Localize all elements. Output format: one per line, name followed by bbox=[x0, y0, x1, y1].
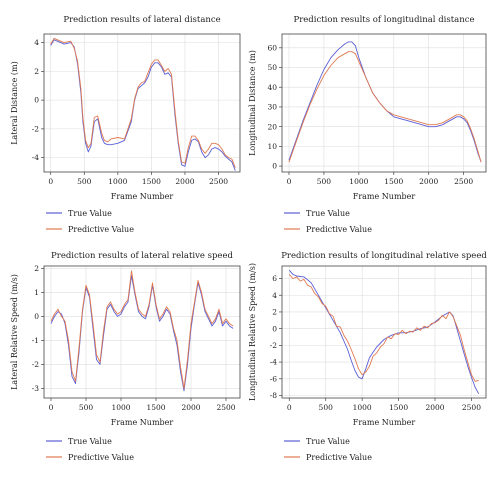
plot-area bbox=[44, 266, 240, 398]
y-tick-label: -2 bbox=[270, 341, 278, 350]
chart-panel-4: 0 500 1000 1500 2000 2500 -8 -6 -4 -2 0 2 4 6 Predicti… bbox=[248, 251, 487, 462]
x-tick-label: 1000 bbox=[108, 177, 127, 186]
x-tick-label: 1500 bbox=[146, 403, 165, 412]
y-tick-label: 4 bbox=[272, 291, 277, 300]
x-axis-label: Frame Number bbox=[111, 418, 174, 427]
plot-area bbox=[282, 34, 486, 172]
legend-label-predictive: Predictive Value bbox=[306, 453, 372, 462]
series-line-predictive bbox=[288, 51, 482, 163]
x-tick-label: 2500 bbox=[209, 177, 228, 186]
y-axis-label: Longitudinal Relative Speed (m/s) bbox=[248, 263, 257, 401]
series-line-predictive bbox=[288, 274, 479, 382]
plot-frame bbox=[281, 33, 487, 173]
y-tick-label: 1 bbox=[34, 288, 39, 297]
y-tick-label: 10 bbox=[267, 142, 277, 151]
y-tick-label: 6 bbox=[272, 274, 277, 283]
legend-label-predictive: Predictive Value bbox=[306, 225, 372, 234]
x-tick-label: 500 bbox=[319, 403, 334, 412]
x-axis-label: Frame Number bbox=[353, 418, 416, 427]
y-axis-label: Lateral Distance (m) bbox=[10, 61, 19, 145]
chart-panel-2: 0 500 1000 1500 2000 2500 0 10 20 30 40 50 60 Predict… bbox=[248, 15, 487, 234]
y-tick-label: -4 bbox=[270, 358, 278, 367]
legend-label-true: True Value bbox=[306, 437, 350, 446]
x-axis-label: Frame Number bbox=[353, 192, 416, 201]
y-tick-label: 2 bbox=[272, 308, 277, 317]
legend-label-true: True Value bbox=[68, 437, 112, 446]
x-tick-label: 1500 bbox=[384, 177, 403, 186]
y-tick-label: 2 bbox=[34, 67, 39, 76]
x-tick-label: 1000 bbox=[111, 403, 130, 412]
x-tick-label: 2500 bbox=[462, 403, 481, 412]
y-tick-label: -3 bbox=[32, 384, 40, 393]
chart-title: Prediction results of longitudinal dista… bbox=[293, 15, 474, 25]
y-tick-label: 20 bbox=[267, 122, 277, 131]
y-tick-label: -8 bbox=[270, 391, 278, 400]
y-tick-label: -1 bbox=[32, 336, 39, 345]
x-tick-label: 2000 bbox=[181, 403, 200, 412]
y-tick-label: 50 bbox=[267, 63, 277, 72]
x-tick-label: 2500 bbox=[216, 403, 235, 412]
x-tick-label: 500 bbox=[317, 177, 332, 186]
y-tick-label: 60 bbox=[267, 43, 277, 52]
y-tick-label: 2 bbox=[34, 264, 39, 273]
x-tick-label: 2500 bbox=[454, 177, 473, 186]
x-tick-label: 2000 bbox=[425, 403, 444, 412]
x-tick-label: 0 bbox=[49, 403, 54, 412]
y-axis-label: Longitudinal Distance (m) bbox=[248, 50, 257, 156]
x-tick-label: 2000 bbox=[175, 177, 194, 186]
y-tick-label: 4 bbox=[34, 38, 39, 47]
x-tick-label: 0 bbox=[48, 177, 53, 186]
plot-area bbox=[282, 266, 486, 398]
y-tick-label: -6 bbox=[270, 374, 278, 383]
x-tick-label: 0 bbox=[287, 177, 292, 186]
y-tick-label: 40 bbox=[267, 83, 277, 92]
chart-title: Prediction results of longitudinal relat… bbox=[281, 251, 487, 261]
chart-title: Prediction results of lateral distance bbox=[63, 15, 220, 25]
legend-label-predictive: Predictive Value bbox=[68, 225, 134, 234]
chart-panel-1: 0 500 1000 1500 2000 2500 -4 -2 0 2 4 Prediction re… bbox=[10, 15, 241, 234]
x-tick-label: 500 bbox=[77, 177, 92, 186]
x-tick-label: 1000 bbox=[353, 403, 372, 412]
y-tick-label: 0 bbox=[34, 96, 39, 105]
chart-title: Prediction results of lateral relative s… bbox=[51, 251, 233, 261]
y-tick-label: 0 bbox=[272, 162, 277, 171]
legend-label-predictive: Predictive Value bbox=[68, 453, 134, 462]
x-tick-label: 1000 bbox=[349, 177, 368, 186]
x-axis-label: Frame Number bbox=[111, 192, 174, 201]
plot-frame bbox=[43, 265, 241, 399]
x-tick-label: 1500 bbox=[142, 177, 161, 186]
y-tick-label: -4 bbox=[32, 153, 40, 162]
x-tick-label: 500 bbox=[79, 403, 94, 412]
x-tick-label: 2000 bbox=[419, 177, 438, 186]
series-line-predictive bbox=[50, 37, 236, 168]
x-tick-label: 0 bbox=[287, 403, 292, 412]
x-tick-label: 1500 bbox=[389, 403, 408, 412]
y-tick-label: -2 bbox=[32, 124, 40, 133]
legend-label-true: True Value bbox=[68, 209, 112, 218]
series-line-true bbox=[288, 41, 482, 163]
plot-frame bbox=[281, 265, 487, 399]
y-tick-label: -2 bbox=[32, 360, 40, 369]
series-line-predictive bbox=[50, 270, 234, 389]
y-tick-label: 0 bbox=[272, 324, 277, 333]
y-tick-label: 30 bbox=[267, 103, 277, 112]
y-tick-label: 0 bbox=[34, 312, 39, 321]
y-axis-label: Lateral Relative Speed (m/s) bbox=[10, 274, 19, 390]
chart-panel-3: 0 500 1000 1500 2000 2500 -3 -2 -1 0 1 2 Prediction … bbox=[10, 251, 241, 462]
legend-label-true: True Value bbox=[306, 209, 350, 218]
plot-frame bbox=[43, 33, 241, 173]
